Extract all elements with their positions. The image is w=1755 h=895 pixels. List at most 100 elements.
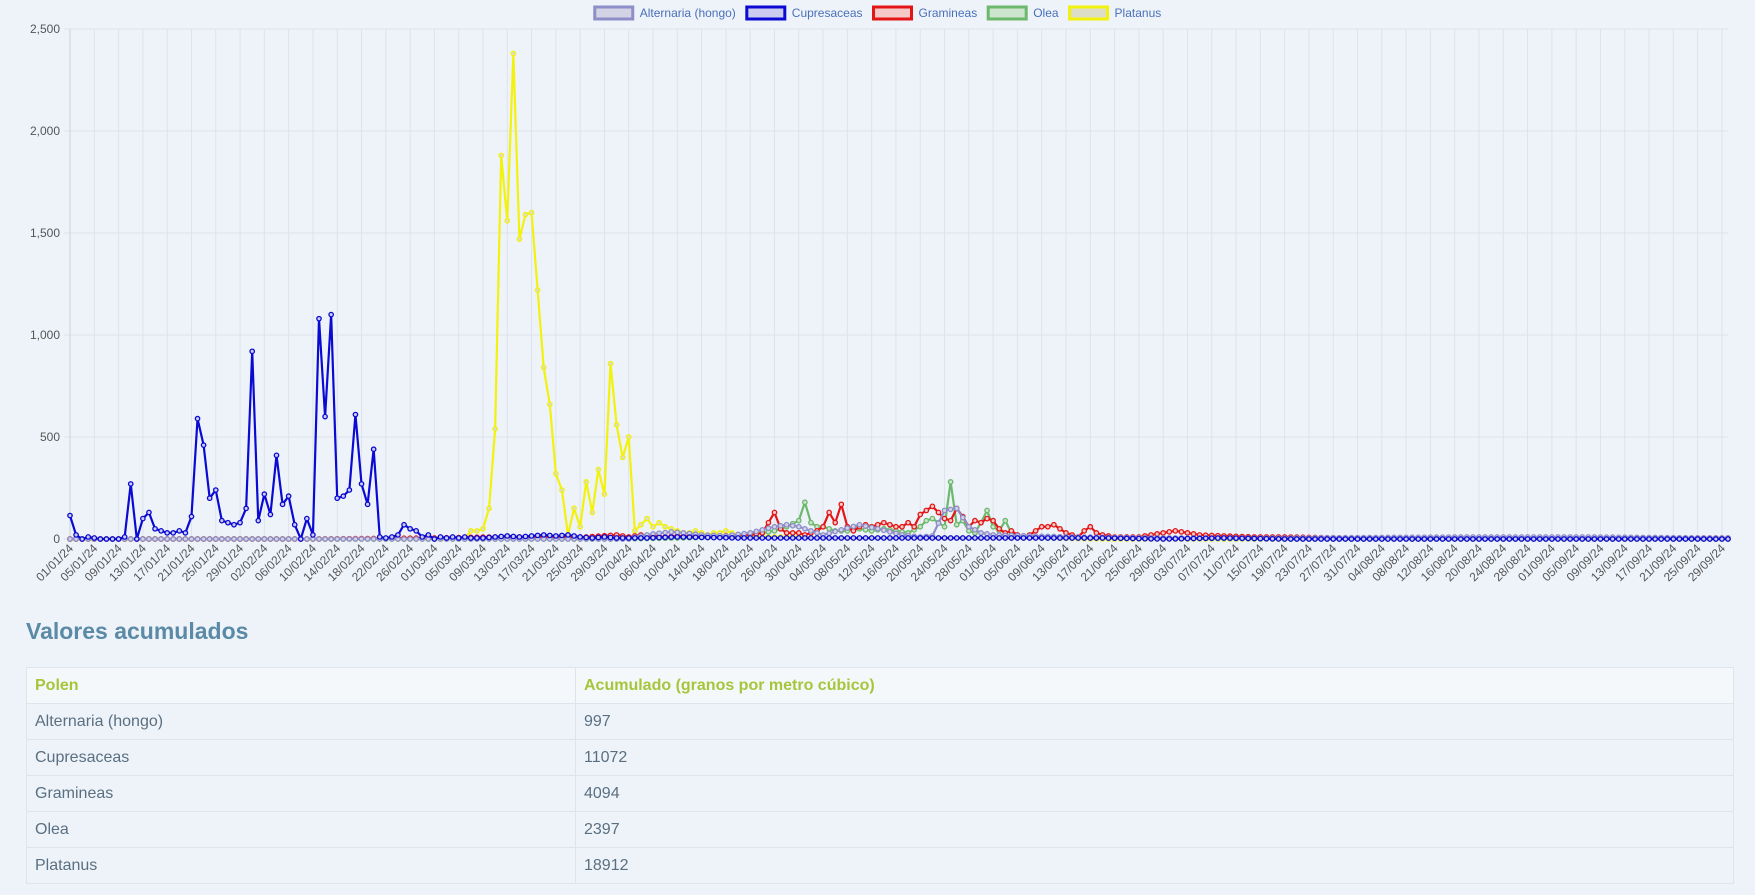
- data-point: [850, 535, 857, 541]
- data-point: [516, 236, 523, 242]
- data-point: [304, 515, 310, 522]
- series-alternaria-hongo-: [67, 505, 1731, 542]
- data-point: [504, 217, 511, 224]
- data-point: [231, 521, 237, 528]
- cell-value: 2397: [575, 811, 1734, 848]
- data-point: [1281, 536, 1288, 542]
- legend-label: Alternaria (hongo): [640, 6, 736, 20]
- series-line: [68, 313, 1728, 541]
- data-point: [674, 534, 681, 540]
- data-point: [972, 517, 978, 524]
- data-point: [771, 523, 778, 530]
- data-point: [1160, 530, 1167, 536]
- cell-pollen: Alternaria (hongo): [26, 703, 576, 740]
- data-point: [826, 530, 833, 537]
- data-point: [589, 535, 596, 541]
- data-point: [1621, 536, 1628, 542]
- data-point: [1221, 535, 1227, 541]
- data-point: [935, 509, 942, 516]
- legend-item: Cupresaceas: [745, 5, 863, 21]
- data-point: [577, 523, 584, 530]
- data-point: [1123, 535, 1130, 542]
- data-point: [158, 536, 164, 542]
- data-point: [407, 536, 413, 542]
- cell-pollen: Gramineas: [26, 775, 576, 812]
- data-point: [941, 507, 948, 514]
- data-point: [765, 525, 772, 532]
- data-point: [267, 511, 274, 518]
- y-tick-label: 2,500: [30, 22, 60, 36]
- legend-item: Platanus: [1068, 5, 1161, 21]
- data-point: [1178, 529, 1185, 535]
- data-point: [1233, 535, 1239, 542]
- data-point: [443, 535, 450, 541]
- grid-lines: [64, 28, 1728, 540]
- data-point: [1348, 536, 1355, 542]
- data-point: [528, 533, 535, 539]
- data-point: [1051, 535, 1057, 541]
- data-point: [486, 505, 492, 512]
- data-point: [1706, 536, 1713, 542]
- data-point: [352, 536, 359, 542]
- data-point: [923, 517, 930, 524]
- data-point: [1372, 536, 1379, 542]
- data-point: [1464, 536, 1470, 542]
- data-point: [1664, 536, 1671, 542]
- data-point: [698, 534, 705, 541]
- data-point: [352, 411, 359, 418]
- data-point: [613, 421, 620, 428]
- series-cupresaceas: [67, 311, 1731, 542]
- data-point: [480, 535, 486, 541]
- data-point: [1275, 536, 1282, 542]
- data-point: [474, 527, 480, 534]
- data-point: [146, 536, 152, 542]
- data-point: [601, 491, 608, 497]
- data-point: [1087, 523, 1094, 530]
- data-point: [79, 536, 86, 542]
- data-point: [1227, 535, 1233, 541]
- data-point: [723, 534, 729, 541]
- data-point: [990, 517, 996, 524]
- data-point: [1342, 536, 1349, 542]
- data-point: [759, 526, 766, 533]
- data-point: [1506, 536, 1513, 542]
- data-point: [929, 535, 936, 541]
- data-point: [832, 519, 839, 526]
- data-point: [644, 535, 650, 541]
- data-point: [1482, 536, 1488, 542]
- data-point: [376, 534, 383, 540]
- data-point: [1263, 535, 1270, 542]
- data-point: [674, 529, 681, 536]
- data-point: [334, 495, 341, 502]
- data-point: [1652, 536, 1658, 542]
- data-point: [1032, 527, 1039, 534]
- data-point: [1719, 536, 1725, 542]
- data-point: [838, 501, 845, 508]
- data-point: [1476, 536, 1482, 542]
- data-point: [808, 527, 814, 534]
- data-point: [917, 535, 924, 541]
- data-point: [771, 509, 778, 516]
- data-point: [1591, 536, 1598, 542]
- data-point: [1044, 523, 1051, 530]
- data-point: [133, 536, 140, 542]
- data-point: [401, 521, 407, 528]
- data-point: [893, 535, 899, 541]
- data-point: [1184, 530, 1191, 536]
- data-point: [1002, 535, 1009, 541]
- data-point: [887, 521, 893, 528]
- table-header-row: Polen Acumulado (granos por metro cúbico…: [26, 667, 1734, 704]
- data-point: [546, 401, 553, 408]
- data-point: [1057, 535, 1063, 541]
- data-point: [1561, 536, 1567, 542]
- data-point: [808, 519, 814, 526]
- data-point: [1567, 536, 1573, 542]
- data-point: [492, 534, 498, 540]
- data-point: [285, 536, 292, 542]
- data-point: [559, 532, 565, 539]
- data-point: [692, 534, 699, 541]
- table-row: Olea 2397: [26, 811, 1734, 848]
- data-point: [656, 519, 662, 526]
- data-point: [1306, 536, 1312, 542]
- section-title: Valores acumulados: [26, 618, 249, 644]
